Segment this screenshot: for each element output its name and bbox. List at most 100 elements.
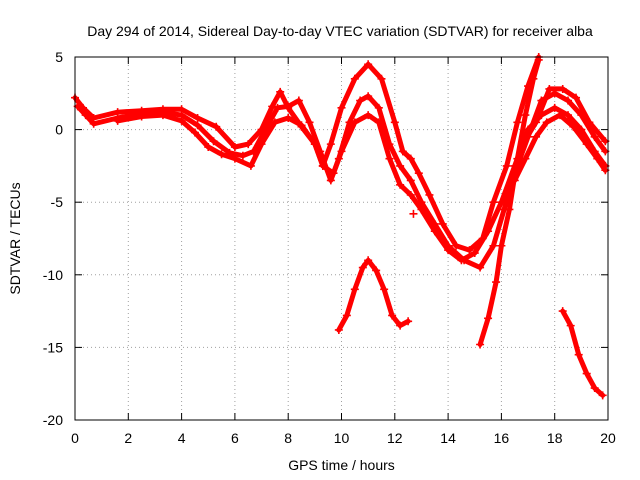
data-point: [489, 241, 498, 250]
data-point: [398, 147, 407, 156]
data-point: [417, 205, 426, 214]
data-point: [356, 96, 365, 105]
data-point: [388, 311, 397, 320]
data-point: [193, 121, 202, 130]
x-tick-label: 0: [71, 430, 79, 446]
data-point: [334, 325, 343, 334]
x-tick-label: 4: [178, 430, 186, 446]
data-point: [574, 350, 583, 359]
data-point: [380, 285, 389, 294]
data-point: [558, 307, 567, 316]
data-point: [358, 263, 367, 272]
data-point: [542, 118, 551, 127]
y-tick-label: -15: [43, 339, 63, 355]
y-axis-title: SDTVAR / TECUs: [7, 182, 23, 294]
data-point: [89, 119, 98, 128]
data-point: [268, 102, 277, 111]
series-track-a: [72, 54, 542, 253]
data-point: [246, 161, 255, 170]
data-point: [396, 161, 405, 170]
data-point: [406, 176, 415, 185]
data-point: [329, 169, 338, 178]
data-point: [364, 256, 373, 265]
x-tick-label: 10: [334, 430, 350, 446]
data-point: [513, 118, 522, 127]
data-point: [564, 111, 573, 120]
data-point: [521, 111, 530, 120]
data-point: [350, 285, 359, 294]
data-point: [230, 154, 239, 163]
x-tick-label: 8: [284, 430, 292, 446]
data-point: [585, 118, 594, 127]
data-point: [385, 154, 394, 163]
data-point: [337, 147, 346, 156]
data-point: [377, 74, 386, 83]
data-point: [273, 103, 282, 112]
data-point: [276, 87, 285, 96]
data-point: [558, 84, 567, 93]
data-point: [177, 116, 186, 125]
data-point: [217, 150, 226, 159]
data-point: [521, 154, 530, 163]
data-point: [489, 198, 498, 207]
x-tick-label: 12: [387, 430, 403, 446]
data-point: [593, 154, 602, 163]
data-point: [550, 103, 559, 112]
data-point: [337, 103, 346, 112]
series-fall: [560, 308, 606, 398]
data-point: [566, 321, 575, 330]
x-tick-label: 6: [231, 430, 239, 446]
data-point: [204, 143, 213, 152]
data-point: [137, 112, 146, 121]
data-point: [476, 340, 485, 349]
x-axis-title: GPS time / hours: [288, 457, 395, 473]
data-point: [326, 140, 335, 149]
data-point: [374, 103, 383, 112]
data-point: [406, 190, 415, 199]
data-point: [305, 118, 314, 127]
data-point: [484, 227, 493, 236]
data-point: [284, 102, 293, 111]
data-point: [257, 140, 266, 149]
data-point: [294, 96, 303, 105]
y-tick-label: -5: [51, 194, 64, 210]
data-point: [564, 96, 573, 105]
data-point: [425, 190, 434, 199]
plot-frame: [74, 56, 609, 421]
data-point: [497, 241, 506, 250]
data-point: [190, 128, 199, 137]
y-tick-label: 5: [55, 49, 63, 65]
data-point: [364, 111, 373, 120]
data-point: [113, 116, 122, 125]
data-point: [270, 118, 279, 127]
y-tick-label: 0: [55, 122, 63, 138]
data-point: [532, 118, 541, 127]
x-tick-label: 18: [547, 430, 563, 446]
data-point: [230, 143, 239, 152]
data-point: [342, 311, 351, 320]
data-point: [81, 111, 90, 120]
data-point: [513, 154, 522, 163]
data-point: [238, 151, 247, 160]
data-point: [158, 111, 167, 120]
data-point: [364, 60, 373, 69]
data-point: [470, 249, 479, 258]
data-point: [505, 205, 514, 214]
data-point: [556, 111, 565, 120]
data-point: [484, 314, 493, 323]
data-point: [545, 84, 554, 93]
data-point: [532, 132, 541, 141]
y-tick-label: -10: [43, 267, 63, 283]
data-point: [350, 74, 359, 83]
data-point: [438, 219, 447, 228]
y-tick-label: -20: [43, 412, 63, 428]
data-point: [590, 132, 599, 141]
chart-title: Day 294 of 2014, Sidereal Day-to-day VTE…: [87, 23, 593, 39]
data-point: [430, 227, 439, 236]
data-point: [406, 154, 415, 163]
data-point: [350, 118, 359, 127]
x-tick-label: 20: [600, 430, 616, 446]
data-point: [374, 118, 383, 127]
data-point: [396, 180, 405, 189]
